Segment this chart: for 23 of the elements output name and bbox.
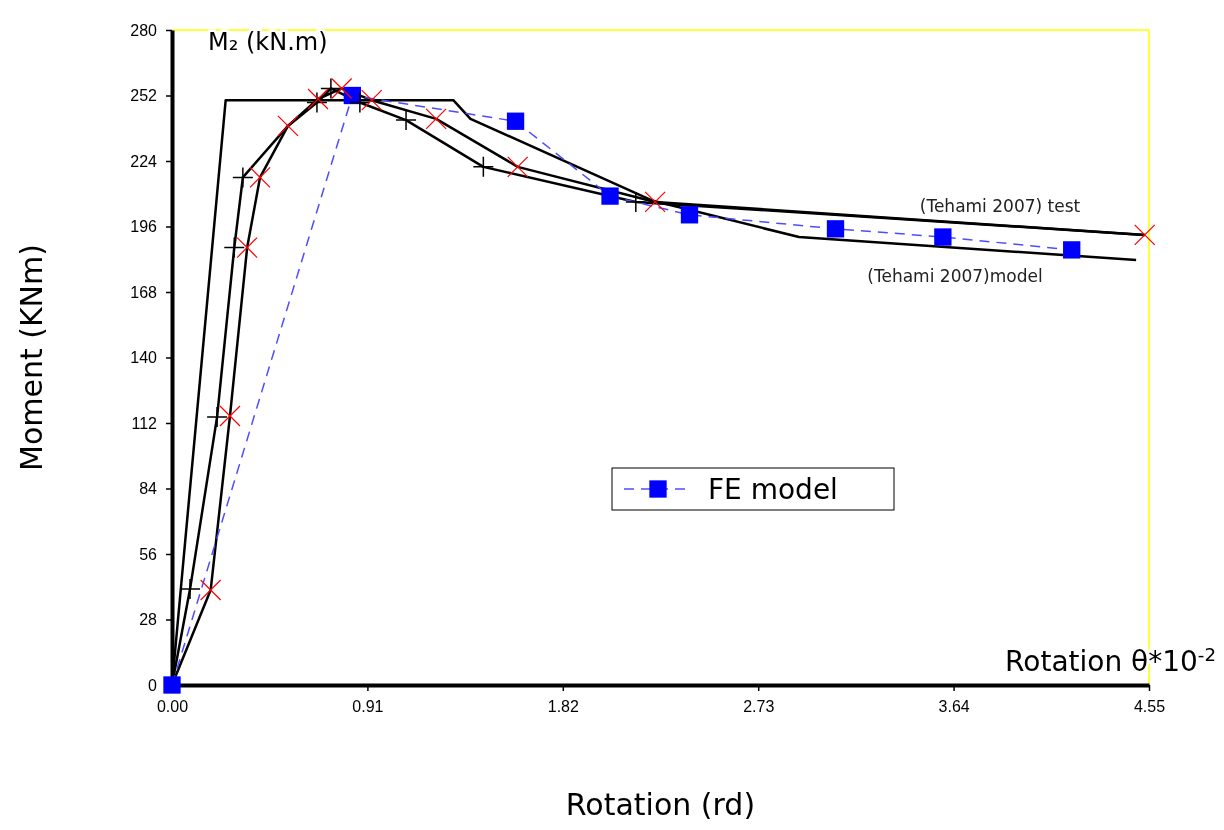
x-axis-title: Rotation (rd) (565, 787, 756, 822)
x-tick-label: 3.64 (938, 697, 970, 715)
x-tick-label: 0.00 (156, 697, 189, 715)
y-tick-label: 0 (148, 676, 158, 694)
x-tick-label: 1.82 (547, 697, 579, 715)
x-tick-label: 0.91 (352, 697, 384, 715)
y-tick-label: 224 (130, 152, 158, 170)
annotation: (Tehami 2007) test (919, 196, 1081, 216)
y-axis-title: Moment (KNm) (14, 244, 49, 471)
y-tick-label: 140 (130, 349, 158, 367)
legend-label: FE model (708, 473, 838, 506)
annotation: M₂ (kN.m) (208, 28, 328, 56)
y-tick-label: 84 (139, 480, 158, 498)
y-tick-label: 112 (131, 414, 158, 432)
x-tick-label: 2.73 (743, 697, 775, 715)
annotation: (Tehami 2007)model (867, 266, 1043, 286)
x-tick-label: 4.55 (1133, 697, 1166, 715)
y-tick-label: 252 (130, 87, 158, 105)
y-tick-label: 168 (130, 283, 158, 301)
y-tick-label: 28 (139, 611, 158, 629)
y-tick-label: 56 (139, 545, 158, 563)
y-tick-label: 280 (130, 21, 158, 39)
y-tick-label: 196 (130, 218, 158, 236)
